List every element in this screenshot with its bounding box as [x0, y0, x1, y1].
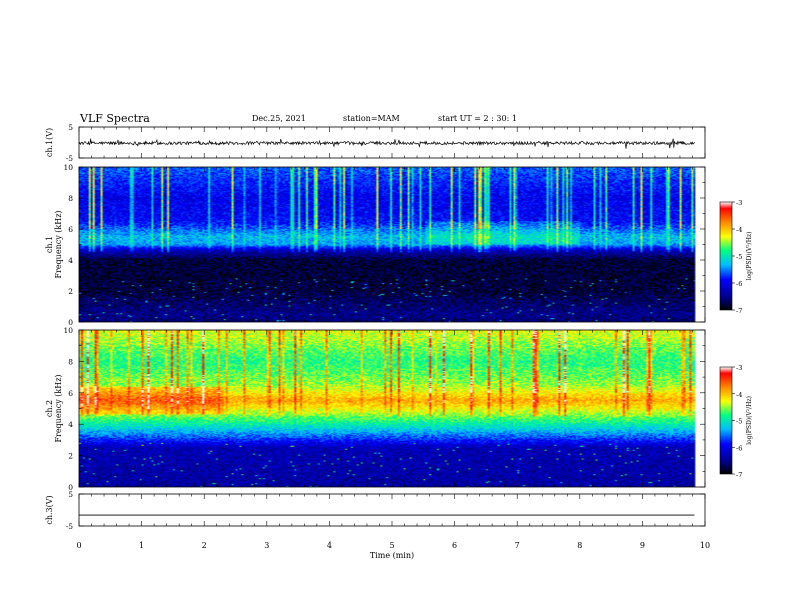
y-tick-label: 4	[68, 420, 73, 429]
y-tick-label: 5	[68, 123, 73, 132]
spectrogram-images	[79, 167, 705, 487]
colorbar-tick-label: -6	[736, 444, 742, 452]
y-tick-label: 4	[68, 256, 73, 265]
plot-title: VLF Spectra	[80, 112, 150, 125]
y-tick-label: 2	[68, 287, 73, 296]
colorbar-tick-label: -5	[736, 418, 742, 426]
colorbar-tick-label: -5	[736, 253, 742, 261]
ch1-spectrogram-ylabel: ch.1	[45, 236, 54, 253]
ch3-waveform-ylabel: ch.3(V)	[45, 495, 54, 524]
x-tick-label: 10	[700, 541, 710, 550]
ch1-spectrogram-ylabel-freq: Frequency (kHz)	[54, 210, 63, 278]
colorbars: -3 -4 -5 -6 -7 log(PSD)(V²/Hz) -3 -4 -5 -6 -7 log(P…	[719, 199, 753, 479]
x-tick-label: 1	[139, 541, 144, 550]
x-tick-label: 2	[202, 541, 207, 550]
y-tick-label: 0	[68, 483, 73, 492]
x-tick-label: 4	[327, 541, 332, 550]
y-tick-label: 8	[68, 357, 73, 366]
x-tick-label: 6	[452, 541, 457, 550]
y-tick-label: 10	[63, 163, 73, 172]
y-tick-label: -5	[66, 154, 74, 163]
y-tick-label: 5	[68, 490, 73, 499]
colorbar-tick-label: -6	[736, 280, 742, 288]
y-tick-label: 6	[68, 225, 73, 234]
ch2-spectrogram-ylabel: ch.2	[45, 400, 54, 417]
colorbar-tick-label: -3	[736, 364, 742, 372]
x-tick-label: 7	[515, 541, 520, 550]
ch2-spectrogram-colorbar	[719, 366, 733, 475]
colorbar-label: log(PSD)(V²/Hz)	[746, 396, 753, 445]
ch1-waveform-ylabel: ch.1(V)	[45, 128, 54, 157]
y-tick-label: 2	[68, 452, 73, 461]
y-tick-label: 8	[68, 194, 73, 203]
x-tick-label: 8	[577, 541, 582, 550]
colorbar-tick-label: -4	[736, 226, 742, 234]
y-tick-label: -5	[66, 522, 74, 531]
y-tick-label: 6	[68, 389, 73, 398]
y-tick-label: 10	[63, 326, 73, 335]
x-tick-label: 0	[76, 541, 81, 550]
waveform-traces	[78, 138, 695, 516]
ch2-spectrogram-image	[79, 330, 705, 487]
axis-ticks	[78, 126, 706, 527]
colorbar-tick-label: -4	[736, 391, 742, 399]
ch1-waveform-trace	[78, 138, 695, 149]
y-tick-label: 0	[68, 318, 73, 327]
ch2-spectrogram-ylabel-freq: Frequency (kHz)	[54, 374, 63, 442]
x-tick-label: 9	[640, 541, 645, 550]
colorbar-tick-label: -3	[736, 199, 742, 207]
ch1-spectrogram-image	[79, 167, 705, 322]
x-tick-label: 5	[389, 541, 394, 550]
header-station: station=MAM	[343, 114, 400, 123]
header-start-ut: start UT = 2 : 30: 1	[438, 114, 517, 123]
header-date: Dec.25, 2021	[252, 114, 306, 123]
x-tick-label: 3	[264, 541, 269, 550]
colorbar-tick-label: -7	[736, 471, 742, 479]
colorbar-tick-label: -7	[736, 307, 742, 315]
x-axis-label: Time (min)	[370, 551, 414, 560]
ch1-spectrogram-colorbar	[719, 201, 733, 311]
colorbar-label: log(PSD)(V²/Hz)	[746, 232, 753, 281]
